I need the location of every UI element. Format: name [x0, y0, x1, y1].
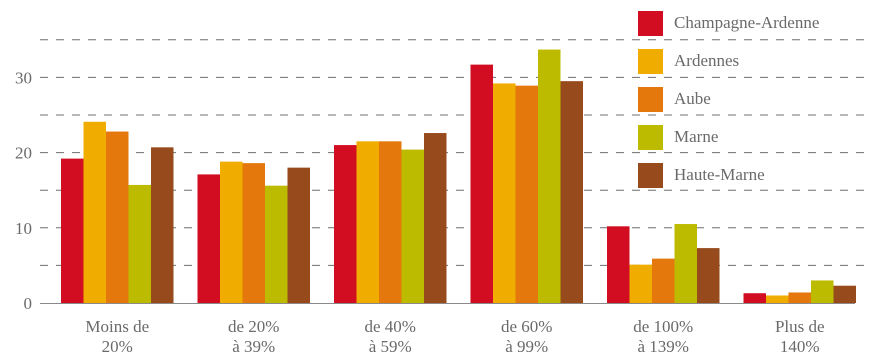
legend-label: Marne — [674, 127, 719, 146]
x-tick-label-line: à 59% — [369, 337, 412, 356]
legend-swatch — [638, 10, 663, 36]
bar — [470, 64, 493, 303]
y-tick-label: 0 — [24, 294, 33, 313]
bar — [424, 133, 447, 303]
x-tick-label: de 40% à 59% — [365, 317, 416, 356]
x-tick-label-line: de 60% — [501, 317, 552, 336]
bar — [811, 280, 834, 303]
legend: Champagne-Ardenne Ardennes Aube Marne Haute-… — [638, 4, 870, 194]
bar — [83, 121, 106, 303]
bar — [197, 174, 220, 303]
x-tick-label-line: à 99% — [505, 337, 548, 356]
legend-label: Aube — [674, 89, 711, 108]
x-tick-label: de 100% à 139% — [633, 317, 693, 356]
legend-swatch — [638, 124, 663, 150]
gridlines — [40, 39, 868, 266]
bar — [697, 248, 720, 303]
bar — [493, 83, 516, 303]
bar — [356, 141, 379, 303]
x-tick-label-line: Moins de — [85, 317, 149, 336]
legend-item: Marne — [638, 118, 870, 156]
bar — [151, 147, 174, 303]
x-tick-label: de 20% à 39% — [228, 317, 279, 356]
x-tick-label-line: à 39% — [232, 337, 275, 356]
y-axis-ticks: 0 10 20 30 — [15, 68, 32, 313]
y-tick-label: 30 — [15, 68, 32, 87]
bar — [766, 295, 789, 303]
bar — [788, 292, 811, 303]
bar — [287, 167, 310, 303]
x-tick-label-line: de 20% — [228, 317, 279, 336]
bar — [538, 49, 561, 303]
y-tick-label: 10 — [15, 219, 32, 238]
bar — [652, 258, 675, 303]
bar — [242, 163, 265, 303]
bar — [61, 158, 84, 303]
x-tick-label: Moins de 20% — [85, 317, 149, 356]
bar — [833, 285, 856, 303]
legend-item: Haute-Marne — [638, 156, 870, 194]
bar — [334, 145, 357, 303]
legend-swatch — [638, 86, 663, 112]
bars — [61, 49, 856, 303]
bar — [401, 149, 424, 303]
legend-label: Champagne-Ardenne — [674, 13, 820, 32]
bar — [379, 141, 402, 303]
x-tick-label-line: Plus de — [775, 317, 825, 336]
bar — [560, 81, 583, 303]
x-tick-label: de 60% à 99% — [501, 317, 552, 356]
bar — [629, 264, 652, 303]
bar — [106, 131, 129, 303]
x-tick-label-line: 140% — [780, 337, 820, 356]
legend-item: Aube — [638, 80, 870, 118]
x-tick-label-line: de 40% — [365, 317, 416, 336]
bar — [128, 184, 151, 303]
legend-label: Haute-Marne — [674, 165, 765, 184]
legend-item: Ardennes — [638, 42, 870, 80]
x-tick-label-line: à 139% — [638, 337, 689, 356]
bar — [515, 85, 538, 303]
y-tick-label: 20 — [15, 144, 32, 163]
legend-item: Champagne-Ardenne — [638, 4, 870, 42]
bar — [220, 161, 243, 303]
legend-swatch — [638, 48, 663, 74]
bar — [674, 224, 697, 303]
bar — [743, 293, 766, 303]
x-axis-ticks: Moins de 20%de 20% à 39%de 40% à 59%de 60% à… — [85, 317, 824, 356]
bar — [607, 226, 630, 303]
x-tick-label-line: 20% — [102, 337, 133, 356]
legend-swatch — [638, 162, 663, 188]
x-tick-label: Plus de 140% — [775, 317, 825, 356]
bar — [265, 185, 288, 303]
x-tick-label-line: de 100% — [633, 317, 693, 336]
legend-label: Ardennes — [674, 51, 740, 70]
